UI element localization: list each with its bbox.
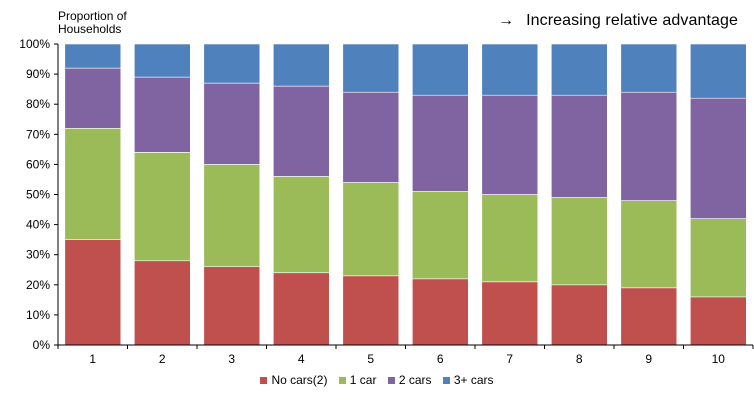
y-tick-label: 20% <box>26 278 50 292</box>
x-tick-label: 2 <box>159 352 166 366</box>
legend-item-2-cars: 2 cars <box>387 373 432 387</box>
axes-group: 0% 10% 20% 30% 40% 50% 60% 70% 80% 90% 100% 1 2 3 4 5 6 7… <box>19 37 754 366</box>
bar-segment-2-cat-9 <box>620 200 678 289</box>
bar-segment-3-cat-2 <box>134 76 191 153</box>
x-tick-label: 6 <box>437 352 444 366</box>
bar-segment-4-cat-9 <box>620 43 678 93</box>
bar-segment-3-cat-5 <box>342 91 400 183</box>
bar-segment-4-cat-2 <box>134 43 191 78</box>
bar-segment-4-cat-8 <box>550 43 608 96</box>
x-tick-label: 5 <box>367 352 374 366</box>
bar-segment-1-cat-3 <box>203 266 261 346</box>
bar-segment-2-cat-4 <box>272 176 330 273</box>
x-tick-label: 8 <box>576 352 583 366</box>
bar-segment-1-cat-4 <box>272 272 330 346</box>
legend-swatch <box>387 377 395 384</box>
bar-segment-3-cat-9 <box>620 91 678 201</box>
legend: No cars(2) 1 car 2 cars 3+ cars <box>0 373 754 387</box>
bar-segment-4-cat-10 <box>689 43 747 99</box>
legend-item-1-car: 1 car <box>338 373 376 387</box>
bar-segment-2-cat-3 <box>203 164 261 267</box>
bars-group <box>64 43 747 346</box>
y-tick-label: 0% <box>33 338 51 352</box>
bar-segment-2-cat-7 <box>481 194 539 283</box>
advantage-annotation: → Increasing relative advantage <box>498 12 738 30</box>
legend-swatch <box>260 377 268 384</box>
bar-segment-3-cat-3 <box>203 82 261 165</box>
legend-item-no-cars: No cars(2) <box>260 373 327 387</box>
bar-segment-2-cat-2 <box>134 152 191 262</box>
y-tick-label: 50% <box>26 188 50 202</box>
bar-segment-2-cat-1 <box>64 128 122 241</box>
y-tick-label: 70% <box>26 127 50 141</box>
y-tick-label: 30% <box>26 248 50 262</box>
bar-segment-4-cat-5 <box>342 43 400 93</box>
bar-segment-1-cat-10 <box>689 296 747 346</box>
y-tick-label: 60% <box>26 157 50 171</box>
bar-segment-3-cat-8 <box>550 94 608 198</box>
bar-segment-3-cat-1 <box>64 67 122 129</box>
bar-segment-3-cat-7 <box>481 94 539 195</box>
legend-swatch <box>442 377 450 384</box>
y-tick-label: 100% <box>19 37 50 51</box>
y-tick-label: 10% <box>26 308 50 322</box>
bar-segment-4-cat-6 <box>411 43 469 96</box>
bar-segment-2-cat-6 <box>411 191 469 280</box>
bar-segment-1-cat-7 <box>481 281 539 346</box>
bar-segment-4-cat-4 <box>272 43 330 87</box>
x-tick-label: 4 <box>298 352 305 366</box>
bar-segment-2-cat-8 <box>550 197 608 286</box>
legend-item-3plus-cars: 3+ cars <box>442 373 494 387</box>
x-tick-label: 1 <box>89 352 96 366</box>
x-tick-label: 10 <box>712 352 726 366</box>
right-arrow-icon: → <box>497 12 515 29</box>
y-tick-label: 40% <box>26 218 50 232</box>
annotation-text: Increasing relative advantage <box>526 12 738 29</box>
bar-segment-1-cat-6 <box>411 278 469 346</box>
bar-segment-4-cat-1 <box>64 43 122 69</box>
y-axis-label: Proportion of Households <box>58 9 127 36</box>
y-tick-label: 90% <box>26 67 50 81</box>
bar-segment-1-cat-1 <box>64 239 122 346</box>
x-tick-label: 3 <box>228 352 235 366</box>
bar-segment-2-cat-5 <box>342 182 400 277</box>
legend-swatch <box>338 377 346 384</box>
x-tick-label: 7 <box>506 352 513 366</box>
bar-segment-1-cat-9 <box>620 287 678 346</box>
bar-segment-1-cat-5 <box>342 275 400 346</box>
bar-segment-1-cat-8 <box>550 284 608 346</box>
bar-segment-4-cat-3 <box>203 43 261 84</box>
bar-segment-3-cat-6 <box>411 94 469 192</box>
x-tick-label: 9 <box>645 352 652 366</box>
bar-segment-4-cat-7 <box>481 43 539 96</box>
bar-segment-3-cat-4 <box>272 85 330 177</box>
y-tick-label: 80% <box>26 97 50 111</box>
bar-segment-2-cat-10 <box>689 218 747 298</box>
bar-segment-3-cat-10 <box>689 97 747 219</box>
bar-segment-1-cat-2 <box>134 260 191 346</box>
